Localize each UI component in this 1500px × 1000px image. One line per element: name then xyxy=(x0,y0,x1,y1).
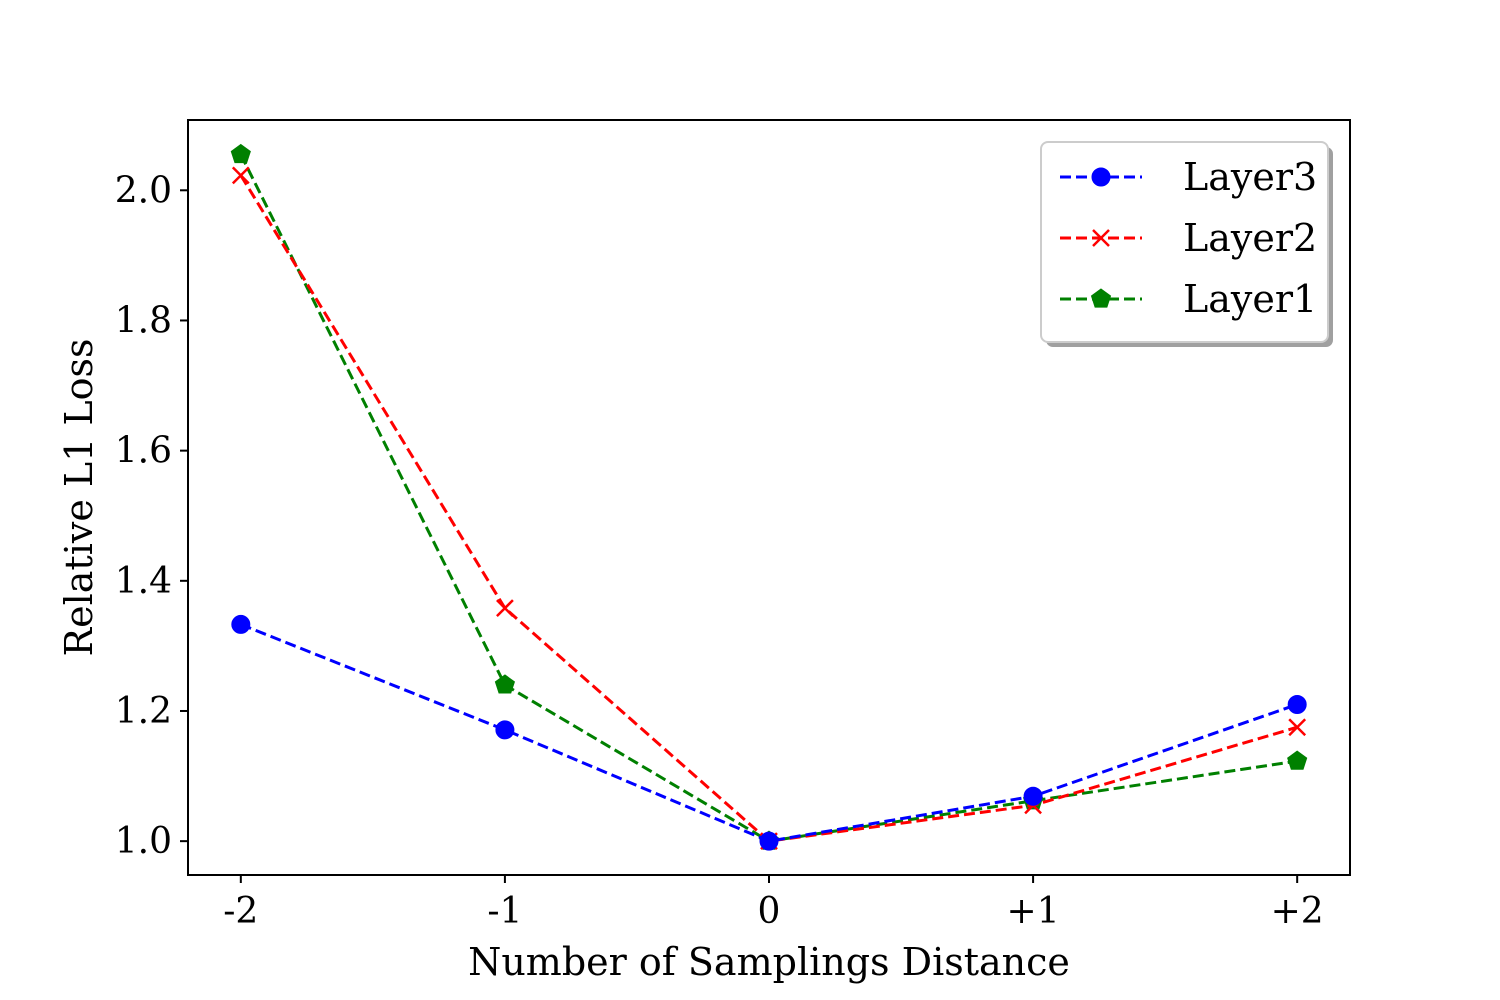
x-tick-label: -2 xyxy=(223,891,258,932)
data-point-layer3 xyxy=(759,831,779,851)
data-point-layer2-stroke-b xyxy=(496,599,514,618)
y-tick-label: 1.2 xyxy=(115,691,172,732)
legend-label-layer1: Layer1 xyxy=(1183,277,1317,321)
data-point-layer3 xyxy=(1287,694,1307,714)
y-tick-label: 1.0 xyxy=(115,821,172,862)
data-point-layer1 xyxy=(230,143,251,164)
y-tick-label: 1.6 xyxy=(115,431,172,472)
legend-marker-layer3 xyxy=(1091,167,1111,187)
data-point-layer2 xyxy=(231,166,250,185)
x-tick-label: +2 xyxy=(1271,891,1324,932)
y-tick-label: 1.4 xyxy=(115,561,172,602)
legend-label-layer2: Layer2 xyxy=(1183,216,1317,260)
data-point-layer3 xyxy=(495,720,515,740)
x-axis-label: Number of Samplings Distance xyxy=(468,940,1070,984)
legend-box xyxy=(1040,141,1329,343)
data-point-layer2 xyxy=(1288,718,1307,737)
series-layer3 xyxy=(231,614,1307,851)
x-tick-label: -1 xyxy=(487,891,522,932)
legend-marker-layer2-stroke-b xyxy=(1092,229,1110,247)
legend: Layer3 Layer2 Layer1 xyxy=(1040,141,1329,343)
y-axis-label: Relative L1 Loss xyxy=(57,339,101,657)
data-point-layer2-stroke-b xyxy=(1288,718,1307,737)
legend-item-layer2: Layer2 xyxy=(1060,216,1317,260)
series-layer xyxy=(230,143,1308,851)
legend-marker-layer2 xyxy=(1092,229,1110,247)
x-tick-label: 0 xyxy=(758,891,781,932)
series-line-layer2 xyxy=(239,174,1298,843)
data-point-layer2-stroke-b xyxy=(231,166,250,185)
y-tick-label: 1.8 xyxy=(115,300,172,341)
legend-item-layer3: Layer3 xyxy=(1060,155,1317,199)
y-axis: 1.0 1.2 1.4 1.6 1.8 2.0 xyxy=(115,170,188,862)
x-axis: -2 -1 0 +1 +2 xyxy=(223,875,1324,932)
data-point-layer2 xyxy=(496,599,514,618)
x-tick-label: +1 xyxy=(1007,891,1060,932)
data-point-layer3 xyxy=(1023,786,1043,806)
legend-label-layer3: Layer3 xyxy=(1183,155,1317,199)
data-point-layer3 xyxy=(231,614,251,634)
legend-item-layer1: Layer1 xyxy=(1060,277,1317,321)
y-tick-label: 2.0 xyxy=(115,170,172,211)
data-point-layer1 xyxy=(1287,750,1308,770)
data-point-layer1 xyxy=(494,674,516,694)
legend-marker-layer1 xyxy=(1090,288,1112,308)
